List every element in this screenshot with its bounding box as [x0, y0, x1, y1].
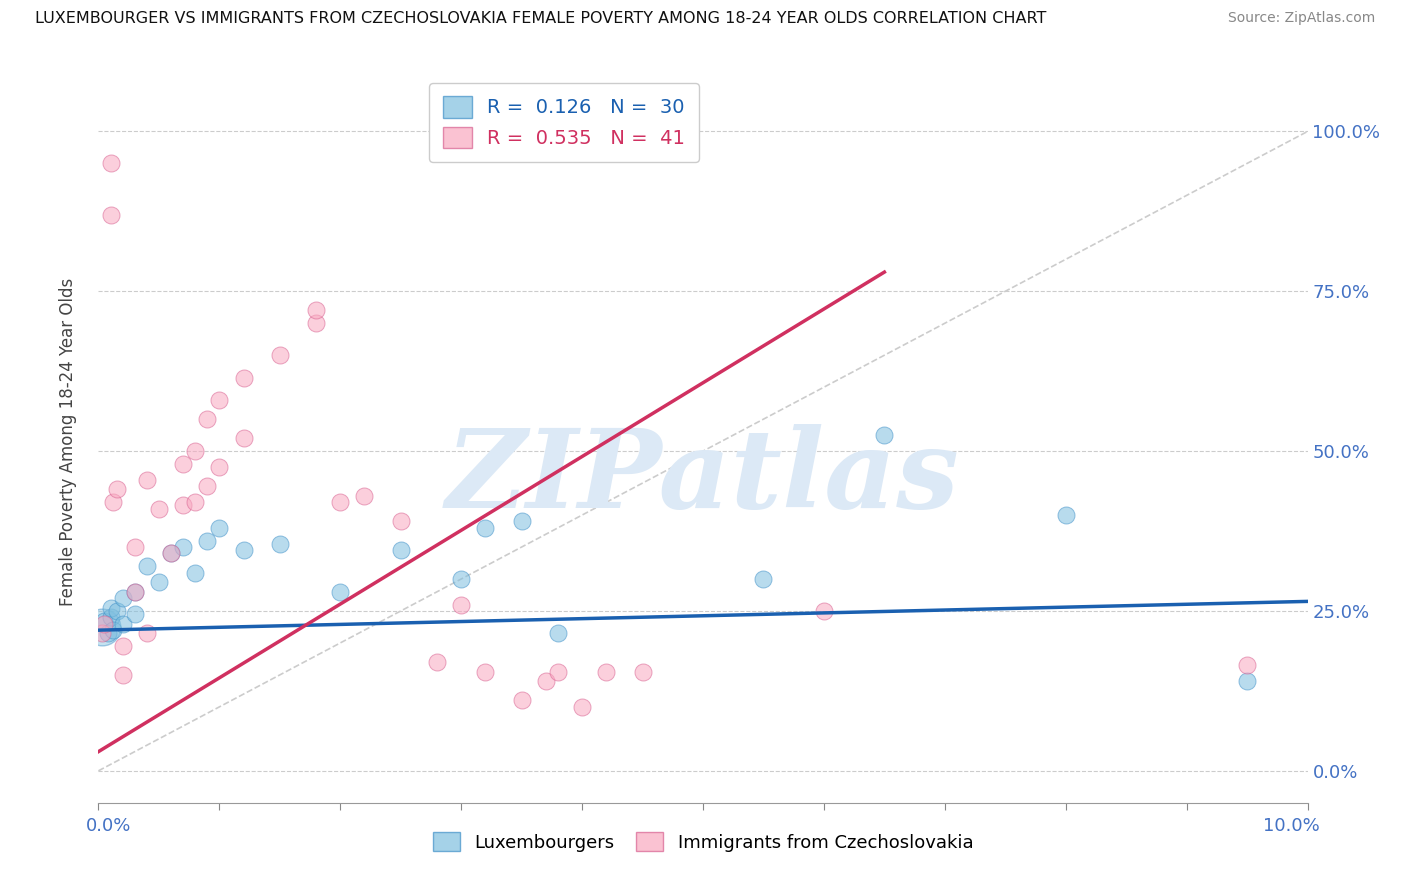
- Point: [111, 668, 134, 682]
- Point: [195, 533, 218, 548]
- Point: [111, 616, 134, 631]
- Point: [172, 540, 194, 554]
- Point: [91, 620, 114, 634]
- Legend: Luxembourgers, Immigrants from Czechoslovakia: Luxembourgers, Immigrants from Czechoslo…: [426, 824, 980, 859]
- Point: [534, 674, 557, 689]
- Point: [135, 559, 157, 574]
- Point: [100, 600, 122, 615]
- Point: [752, 572, 775, 586]
- Text: ZIPatlas: ZIPatlas: [446, 424, 960, 532]
- Point: [91, 626, 114, 640]
- Point: [1236, 674, 1258, 689]
- Point: [510, 693, 533, 707]
- Point: [195, 412, 218, 426]
- Text: LUXEMBOURGER VS IMMIGRANTS FROM CZECHOSLOVAKIA FEMALE POVERTY AMONG 18-24 YEAR O: LUXEMBOURGER VS IMMIGRANTS FROM CZECHOSL…: [35, 11, 1046, 26]
- Point: [873, 428, 896, 442]
- Text: Source: ZipAtlas.com: Source: ZipAtlas.com: [1227, 11, 1375, 25]
- Point: [160, 546, 183, 560]
- Point: [474, 521, 496, 535]
- Point: [547, 665, 569, 679]
- Point: [232, 543, 254, 558]
- Point: [124, 540, 146, 554]
- Point: [148, 501, 170, 516]
- Point: [269, 348, 291, 362]
- Point: [329, 584, 352, 599]
- Point: [329, 495, 352, 509]
- Point: [93, 614, 115, 628]
- Point: [269, 537, 291, 551]
- Point: [100, 208, 122, 222]
- Point: [111, 591, 134, 606]
- Point: [93, 616, 115, 631]
- Point: [510, 515, 533, 529]
- Point: [160, 546, 183, 560]
- Point: [208, 392, 231, 407]
- Point: [101, 623, 124, 637]
- Point: [184, 495, 207, 509]
- Point: [208, 460, 231, 475]
- Point: [148, 575, 170, 590]
- Point: [305, 303, 328, 318]
- Point: [105, 604, 128, 618]
- Point: [124, 584, 146, 599]
- Point: [450, 598, 472, 612]
- Point: [124, 584, 146, 599]
- Point: [184, 566, 207, 580]
- Point: [813, 604, 835, 618]
- Point: [97, 626, 120, 640]
- Point: [426, 655, 449, 669]
- Point: [105, 483, 128, 497]
- Point: [135, 473, 157, 487]
- Point: [232, 431, 254, 445]
- Point: [571, 699, 593, 714]
- Point: [631, 665, 654, 679]
- Point: [305, 316, 328, 330]
- Point: [450, 572, 472, 586]
- Point: [232, 370, 254, 384]
- Point: [135, 626, 157, 640]
- Point: [172, 457, 194, 471]
- Point: [208, 521, 231, 535]
- Point: [1236, 658, 1258, 673]
- Point: [184, 444, 207, 458]
- Point: [353, 489, 375, 503]
- Point: [195, 479, 218, 493]
- Point: [595, 665, 617, 679]
- Y-axis label: Female Poverty Among 18-24 Year Olds: Female Poverty Among 18-24 Year Olds: [59, 277, 77, 606]
- Point: [1054, 508, 1077, 522]
- Text: 0.0%: 0.0%: [86, 817, 132, 835]
- Point: [100, 156, 122, 170]
- Point: [111, 639, 134, 653]
- Point: [124, 607, 146, 622]
- Point: [547, 626, 569, 640]
- Text: 10.0%: 10.0%: [1263, 817, 1320, 835]
- Point: [172, 499, 194, 513]
- Point: [474, 665, 496, 679]
- Point: [100, 610, 122, 624]
- Point: [389, 543, 412, 558]
- Point: [389, 515, 412, 529]
- Point: [101, 495, 124, 509]
